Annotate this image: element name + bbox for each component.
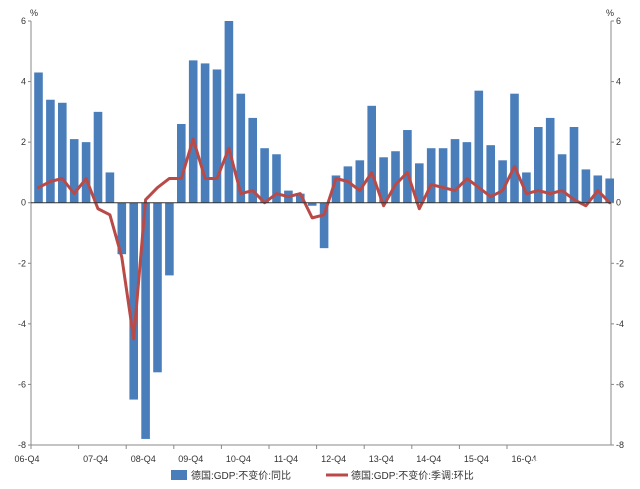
bar: [248, 117, 257, 203]
bar: [141, 202, 150, 439]
bar: [569, 127, 579, 203]
axes: -8 -8 -6 -6 -4 -4 -2 -2 0 0 2 2 4 4 6 6 06-Q4 07-Q4 08-Q4 0…: [14, 16, 624, 464]
bar: [426, 148, 436, 203]
x-tick-label: 11-Q4: [274, 454, 298, 464]
y-tick-label-right: -4: [616, 319, 624, 329]
bar: [343, 166, 353, 203]
bar: [522, 172, 531, 203]
bar: [486, 145, 495, 203]
bar: [272, 154, 281, 203]
y-tick-label-left: -2: [18, 258, 26, 268]
bar: [58, 102, 67, 203]
bar: [93, 111, 103, 203]
y-tick-label-left: 4: [21, 77, 26, 87]
bar: [165, 202, 174, 276]
y-tick-label-left: 0: [21, 198, 26, 208]
x-tick-label: 08-Q4: [131, 454, 156, 464]
bar: [129, 202, 138, 400]
bar: [177, 123, 186, 203]
bar: [403, 130, 412, 203]
bar: [450, 139, 460, 203]
y-tick-label-right: -6: [616, 379, 624, 389]
bar: [438, 148, 448, 203]
y-tick-label-left: -6: [18, 379, 26, 389]
y-tick-label-right: -2: [616, 258, 624, 268]
bar: [462, 142, 472, 203]
y-tick-label-left: -4: [18, 319, 26, 329]
bar-series: [34, 21, 614, 439]
bar: [557, 154, 567, 203]
legend-bar-label: 德国:GDP:不变价:同比: [191, 469, 291, 482]
bar: [331, 175, 341, 203]
bar: [367, 105, 376, 203]
bar: [46, 99, 55, 203]
legend-bar-swatch: [171, 470, 187, 480]
bar: [260, 148, 269, 203]
y-tick-label-right: 0: [616, 198, 621, 208]
y-tick-label-left: -8: [18, 440, 26, 450]
bar: [307, 202, 317, 206]
bar: [153, 202, 162, 373]
wechat-icon: [531, 448, 557, 469]
bar: [379, 157, 388, 203]
x-tick-label: 13-Q4: [369, 454, 394, 464]
bar: [319, 202, 329, 249]
x-tick-label: 10-Q4: [226, 454, 251, 464]
bar: [498, 160, 507, 203]
bar: [510, 93, 519, 203]
x-tick-label: 12-Q4: [321, 454, 346, 464]
bar: [236, 93, 246, 203]
x-tick-label: 06-Q4: [14, 454, 39, 464]
legend-line-label: 德国:GDP:不变价:季调:环比: [351, 469, 474, 482]
bar: [188, 60, 198, 203]
bar: [69, 139, 79, 203]
right-axis-unit: %: [606, 8, 614, 18]
legend: 德国:GDP:不变价:同比 德国:GDP:不变价:季调:环比: [171, 469, 474, 482]
x-tick-label: 09-Q4: [178, 454, 203, 464]
x-tick-label: 14-Q4: [416, 454, 441, 464]
bar: [224, 21, 234, 203]
y-tick-label-left: 2: [21, 137, 26, 147]
y-tick-label-right: 4: [616, 77, 621, 87]
bar: [81, 142, 91, 203]
bar: [593, 175, 603, 203]
bar: [545, 117, 555, 203]
watermark: 交易纵横: [531, 448, 611, 469]
bar: [605, 178, 614, 203]
line-series: [37, 137, 612, 341]
y-tick-label-left: 6: [21, 16, 26, 26]
bar: [200, 63, 210, 203]
bar: [474, 90, 484, 203]
bar: [581, 169, 591, 203]
bar: [117, 202, 127, 255]
bar: [391, 151, 400, 203]
left-axis-unit: %: [30, 8, 38, 18]
x-tick-label: 15-Q4: [464, 454, 489, 464]
watermark-text: 交易纵横: [559, 452, 611, 467]
y-tick-label-right: 2: [616, 137, 621, 147]
bar: [534, 127, 543, 203]
bar: [212, 69, 222, 203]
y-tick-label-right: -8: [616, 440, 624, 450]
bar: [105, 172, 115, 203]
bar: [34, 72, 43, 203]
y-tick-label-right: 6: [616, 16, 621, 26]
plot-frame: [30, 21, 612, 446]
x-tick-label: 07-Q4: [83, 454, 108, 464]
bar: [355, 160, 365, 203]
bar: [296, 193, 305, 203]
bar: [415, 163, 424, 203]
x-tick-label: 16-Q4: [511, 454, 536, 464]
